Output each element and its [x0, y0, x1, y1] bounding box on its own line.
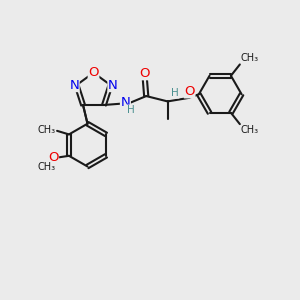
Text: N: N: [121, 96, 130, 110]
Text: CH₃: CH₃: [241, 53, 259, 63]
Text: CH₃: CH₃: [38, 162, 56, 172]
Text: N: N: [69, 79, 79, 92]
Text: CH₃: CH₃: [241, 125, 259, 135]
Text: O: O: [88, 66, 99, 79]
Text: O: O: [48, 151, 58, 164]
Text: N: N: [108, 79, 118, 92]
Text: CH₃: CH₃: [38, 125, 56, 135]
Text: H: H: [171, 88, 179, 98]
Text: O: O: [140, 67, 150, 80]
Text: O: O: [184, 85, 195, 98]
Text: H: H: [127, 105, 135, 115]
